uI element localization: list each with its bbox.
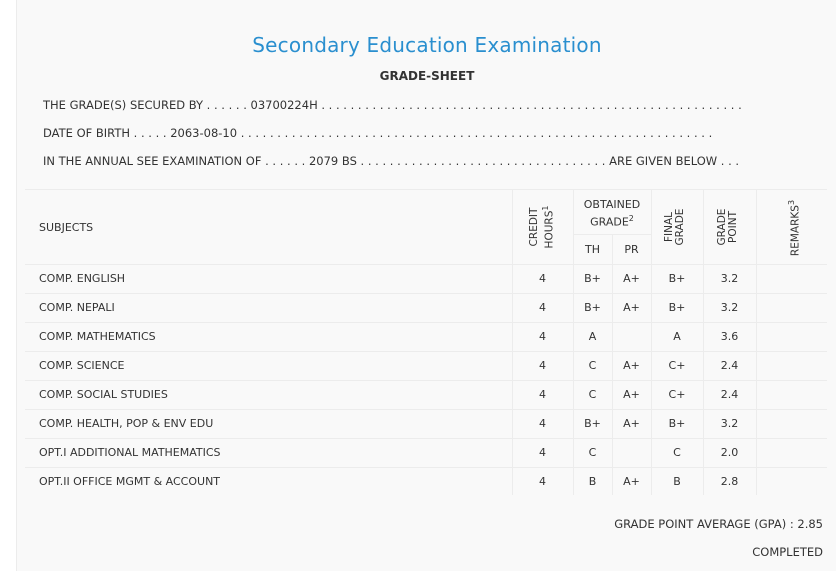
col-divider — [612, 234, 613, 495]
final-grade-cell: C+ — [668, 388, 686, 401]
grade-point-cell: 3.2 — [720, 301, 739, 314]
subject-cell: OPT.II OFFICE MGMT & ACCOUNT — [39, 475, 221, 488]
th-header: TH — [585, 243, 600, 256]
subject-cell: COMP. SCIENCE — [39, 359, 125, 372]
final-grade-cell: B+ — [668, 417, 686, 430]
col-divider — [651, 189, 652, 495]
subject-cell: OPT.I ADDITIONAL MATHEMATICS — [39, 446, 221, 459]
credit-cell: 4 — [539, 272, 546, 285]
table-row: OPT.II OFFICE MGMT & ACCOUNT 4 B A+ B 2.8 — [25, 467, 827, 496]
secured-by-line: THE GRADE(S) SECURED BY . . . . . . 0370… — [43, 98, 742, 112]
grade-point-header: GRADE POINT — [716, 208, 739, 246]
table-row: COMP. SCIENCE 4 C A+ C+ 2.4 — [25, 351, 827, 380]
pr-grade-cell: A+ — [623, 417, 640, 430]
col-divider — [512, 189, 513, 495]
final-grade-cell: C — [673, 446, 681, 459]
credit-cell: 4 — [539, 330, 546, 343]
remarks-cell — [756, 293, 827, 322]
credit-cell: 4 — [539, 417, 546, 430]
subject-cell: COMP. MATHEMATICS — [39, 330, 156, 343]
th-grade-cell: A — [588, 330, 597, 343]
remarks-cell — [756, 351, 827, 380]
row-divider — [25, 322, 827, 323]
remarks-cell — [756, 409, 827, 438]
remarks-cell — [756, 322, 827, 351]
th-grade-cell: C — [588, 388, 597, 401]
table-row: OPT.I ADDITIONAL MATHEMATICS 4 C C 2.0 — [25, 438, 827, 467]
th-grade-cell: B+ — [584, 272, 601, 285]
col-divider — [703, 189, 704, 495]
pr-header: PR — [624, 243, 639, 256]
subject-cell: COMP. HEALTH, POP & ENV EDU — [39, 417, 214, 430]
pr-grade-cell: A+ — [623, 301, 640, 314]
table-row: COMP. ENGLISH 4 B+ A+ B+ 3.2 — [25, 264, 827, 293]
exam-year-line: IN THE ANNUAL SEE EXAMINATION OF . . . .… — [43, 154, 740, 168]
col-divider — [756, 189, 757, 495]
obtained-grade-header: OBTAINED GRADE2 — [583, 198, 641, 229]
subject-cell: COMP. ENGLISH — [39, 272, 126, 285]
grade-sheet: Secondary Education Examination GRADE-SH… — [16, 0, 836, 571]
exam-title: Secondary Education Examination — [252, 33, 602, 57]
credit-cell: 4 — [539, 359, 546, 372]
pr-grade-cell: A+ — [623, 359, 640, 372]
credit-cell: 4 — [539, 446, 546, 459]
credit-cell: 4 — [539, 475, 546, 488]
date-of-birth-line: DATE OF BIRTH . . . . . 2063-08-10 . . .… — [43, 126, 713, 140]
remarks-header: REMARKS3 — [787, 199, 802, 257]
col-divider — [573, 189, 574, 495]
th-grade-cell: C — [588, 359, 597, 372]
row-divider — [25, 380, 827, 381]
pr-grade-cell — [612, 438, 651, 467]
table-top-border — [25, 189, 827, 190]
subject-cell: COMP. SOCIAL STUDIES — [39, 388, 168, 401]
row-divider — [25, 467, 827, 468]
th-grade-cell: B+ — [584, 417, 601, 430]
sheet-subtitle: GRADE-SHEET — [379, 69, 475, 83]
grade-point-cell: 3.2 — [720, 272, 739, 285]
row-divider — [25, 438, 827, 439]
row-divider — [25, 293, 827, 294]
grade-point-cell: 3.2 — [720, 417, 739, 430]
table-row: COMP. NEPALI 4 B+ A+ B+ 3.2 — [25, 293, 827, 322]
grade-point-cell: 2.4 — [720, 388, 739, 401]
pr-grade-cell — [612, 322, 651, 351]
pr-grade-cell: A+ — [623, 388, 640, 401]
remarks-cell — [756, 467, 827, 496]
final-grade-header: FINAL GRADE — [663, 208, 686, 246]
result-status: COMPLETED — [752, 545, 823, 559]
final-grade-cell: C+ — [668, 359, 686, 372]
remarks-cell — [756, 380, 827, 409]
final-grade-cell: B+ — [668, 272, 686, 285]
th-grade-cell: C — [588, 446, 597, 459]
pr-grade-cell: A+ — [623, 475, 640, 488]
table-row: COMP. SOCIAL STUDIES 4 C A+ C+ 2.4 — [25, 380, 827, 409]
final-grade-cell: B — [673, 475, 681, 488]
grade-point-cell: 2.0 — [720, 446, 739, 459]
grade-point-cell: 2.4 — [720, 359, 739, 372]
pr-grade-cell: A+ — [623, 272, 640, 285]
th-grade-cell: B+ — [584, 301, 601, 314]
th-grade-cell: B — [588, 475, 597, 488]
credit-cell: 4 — [539, 388, 546, 401]
final-grade-cell: A — [673, 330, 681, 343]
row-divider — [25, 351, 827, 352]
subjects-header: SUBJECTS — [39, 221, 94, 234]
grade-point-cell: 2.8 — [720, 475, 739, 488]
remarks-cell — [756, 438, 827, 467]
subject-cell: COMP. NEPALI — [39, 301, 115, 314]
row-divider — [25, 409, 827, 410]
remarks-cell — [756, 264, 827, 293]
table-row: COMP. HEALTH, POP & ENV EDU 4 B+ A+ B+ 3.2 — [25, 409, 827, 438]
table-row: COMP. MATHEMATICS 4 A A 3.6 — [25, 322, 827, 351]
grade-point-cell: 3.6 — [720, 330, 739, 343]
grade-table: SUBJECTS CREDIT HOURS1 OBTAINED GRADE2 T… — [25, 189, 827, 495]
header-bottom-border — [25, 264, 827, 265]
gpa-summary: GRADE POINT AVERAGE (GPA) : 2.85 — [614, 517, 823, 531]
final-grade-cell: B+ — [668, 301, 686, 314]
credit-cell: 4 — [539, 301, 546, 314]
credit-hours-header: CREDIT HOURS1 — [528, 205, 556, 249]
